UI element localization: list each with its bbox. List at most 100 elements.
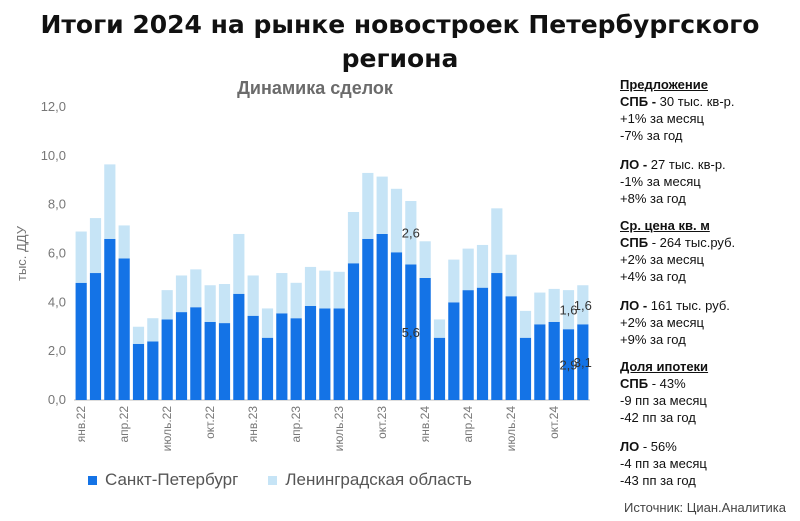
bar-lo <box>319 270 331 309</box>
bar-spb <box>261 337 274 400</box>
mortgage-lo-label: ЛО <box>620 439 640 454</box>
bar-lo <box>161 290 173 320</box>
mortgage-lo-value: - 56% <box>639 439 677 454</box>
y-tick-label: 6,0 <box>48 246 66 261</box>
supply-spb-value: 30 тыс. кв-р. <box>656 94 735 109</box>
bar-spb <box>390 252 403 400</box>
bar-lo <box>462 248 474 291</box>
bar-lo <box>204 285 216 322</box>
deals-bar-chart: тыс. ДДУ 0,0 2,0 4,0 6,0 8,0 10,0 12,0 янв.22 апр… <box>14 99 592 452</box>
bar-spb <box>562 329 575 400</box>
bar-spb <box>319 308 331 400</box>
bar-spb <box>247 315 259 400</box>
bar-spb <box>276 313 288 400</box>
data-label: 1,6 <box>574 298 592 313</box>
y-tick-label: 0,0 <box>48 392 66 407</box>
bar-spb <box>476 287 489 400</box>
mortgage-lo-line: ЛО - 56% <box>620 438 795 455</box>
bar-lo <box>118 225 130 259</box>
y-tick-label: 8,0 <box>48 197 66 212</box>
x-tick-label: янв.23 <box>246 406 260 443</box>
bar-lo <box>476 244 489 288</box>
bar-lo <box>304 266 317 306</box>
supply-lo-month: -1% за месяц <box>620 174 701 189</box>
mortgage-spb-month: -9 пп за месяц <box>620 393 707 408</box>
bar-spb <box>75 282 87 400</box>
bar-spb <box>376 233 388 400</box>
page-title: Итоги 2024 на рынке новостроек Петербург… <box>40 10 760 73</box>
data-label: 1,6 <box>559 303 577 318</box>
price-spb-value: - 264 тыс.руб. <box>648 235 736 250</box>
bar-spb <box>161 319 173 400</box>
legend-label-spb: Санкт-Петербург <box>105 470 239 489</box>
bar-lo <box>175 275 188 313</box>
mortgage-heading: Доля ипотеки <box>620 359 709 374</box>
price-lo-label: ЛО - <box>620 298 648 313</box>
bar-spb <box>347 263 360 400</box>
bar-lo <box>491 208 503 274</box>
bar-spb <box>362 238 374 400</box>
price-spb-label: СПБ <box>620 235 649 250</box>
bar-lo <box>290 282 302 319</box>
price-lo-month: +2% за месяц <box>620 315 704 330</box>
price-lo-year: +9% за год <box>620 332 686 347</box>
bar-spb <box>233 293 245 400</box>
source-note: Источник: Циан.Аналитика <box>624 500 786 515</box>
supply-block: Предложение СПБ - 30 тыс. кв-р. +1% за м… <box>620 76 795 207</box>
bar-spb <box>462 290 474 400</box>
mortgage-spb-label: СПБ <box>620 376 649 391</box>
y-tick-label: 4,0 <box>48 294 66 309</box>
y-axis-label: тыс. ДДУ <box>14 225 29 281</box>
y-tick-label: 10,0 <box>41 148 66 163</box>
mortgage-lo-year: -43 пп за год <box>620 473 696 488</box>
bar-lo <box>505 254 517 297</box>
bar-lo <box>261 308 274 338</box>
bar-lo <box>362 172 374 239</box>
bar-spb <box>89 273 102 400</box>
x-tick-label: апр.22 <box>117 406 131 443</box>
bar-spb <box>577 324 589 400</box>
mortgage-spb-value: - 43% <box>648 376 686 391</box>
mortgage-spb-year: -42 пп за год <box>620 410 696 425</box>
x-tick-label: окт.22 <box>203 406 217 439</box>
bar-spb <box>175 312 188 400</box>
bar-lo <box>534 292 546 325</box>
bar-lo <box>132 326 145 344</box>
chart-title: Динамика сделок <box>237 78 393 98</box>
bar-lo <box>233 233 245 294</box>
bar-spb <box>147 341 159 400</box>
bar-spb <box>218 323 231 400</box>
bar-spb <box>405 264 417 400</box>
bar-lo <box>448 259 460 303</box>
summary-panel: Предложение СПБ - 30 тыс. кв-р. +1% за м… <box>620 76 795 499</box>
bar-lo <box>577 285 589 325</box>
legend-swatch-lo <box>268 475 278 485</box>
data-label: 5,6 <box>402 325 420 340</box>
supply-spb-month: +1% за месяц <box>620 111 704 126</box>
x-tick-label: июль.24 <box>504 406 518 452</box>
mortgage-lo-month: -4 пп за месяц <box>620 456 707 471</box>
chart-legend: Санкт-Петербург Ленинградская область <box>88 470 472 490</box>
supply-heading: Предложение <box>620 77 708 92</box>
bar-spb <box>104 238 116 400</box>
bar-lo <box>276 273 288 314</box>
supply-lo-label: ЛО - <box>620 157 648 172</box>
supply-lo-value: 27 тыс. кв-р. <box>647 157 726 172</box>
x-tick-label: янв.22 <box>74 406 88 443</box>
bar-spb <box>491 273 503 400</box>
legend-item-lo: Ленинградская область <box>268 470 472 490</box>
mortgage-block: Доля ипотеки СПБ - 43% -9 пп за месяц -4… <box>620 358 795 489</box>
bar-lo <box>147 318 159 342</box>
bar-spb <box>548 321 560 400</box>
bar-lo <box>104 164 116 239</box>
x-tick-label: окт.24 <box>547 406 561 439</box>
bar-spb <box>190 307 202 400</box>
bar-spb <box>505 296 517 400</box>
bar-spb <box>519 337 532 400</box>
x-tick-label: июль.23 <box>332 406 346 452</box>
bar-lo <box>247 275 259 316</box>
bar-lo <box>190 269 202 308</box>
price-lo-line: ЛО - 161 тыс. руб. <box>620 297 795 314</box>
bar-lo <box>562 290 575 330</box>
mortgage-spb-line: СПБ - 43% <box>620 375 795 392</box>
